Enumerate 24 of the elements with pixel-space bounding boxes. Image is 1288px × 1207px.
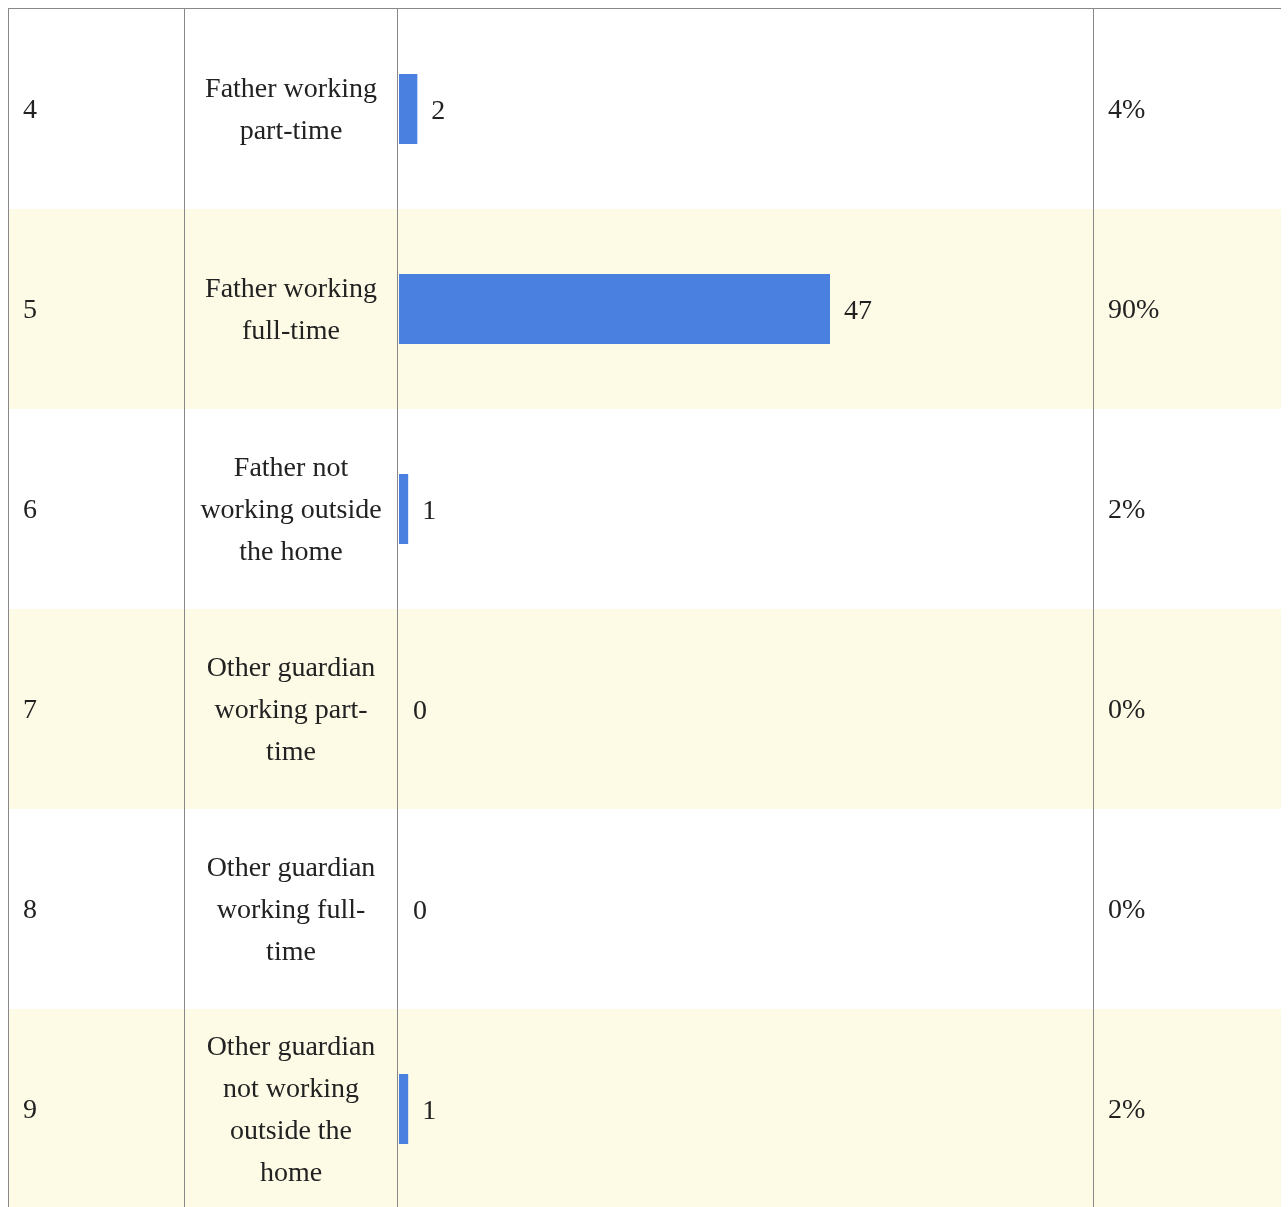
text: 5 — [23, 293, 37, 325]
y-tick-label: Other guardian working full-time — [205, 850, 377, 968]
text: 4 — [23, 93, 37, 125]
data-label: 1 — [422, 1093, 437, 1125]
text: 2% — [1108, 1093, 1146, 1125]
data-label: 1 — [422, 493, 437, 525]
y-tick-label: Father working part-time — [204, 71, 378, 147]
data-label: 0 — [413, 693, 427, 725]
text: 90% — [1108, 293, 1160, 325]
text: 9 — [23, 1093, 37, 1125]
data-label: 0 — [413, 893, 427, 925]
y-tick-label: Father working full-time — [204, 271, 378, 347]
text: 6 — [23, 493, 37, 525]
text: 2% — [1108, 493, 1146, 525]
text: 0% — [1108, 693, 1146, 725]
text: 4% — [1108, 93, 1146, 125]
y-tick-label: Father not working outside the home — [199, 450, 383, 568]
y-tick-label: Other guardian not working outside the home — [205, 1029, 377, 1189]
text: 0% — [1108, 893, 1146, 925]
text: 7 — [23, 693, 37, 725]
data-label: 2 — [431, 93, 446, 125]
data-label: 47 — [844, 293, 872, 325]
text: 8 — [23, 893, 37, 925]
y-tick-label: Other guardian working part-time — [205, 650, 377, 768]
